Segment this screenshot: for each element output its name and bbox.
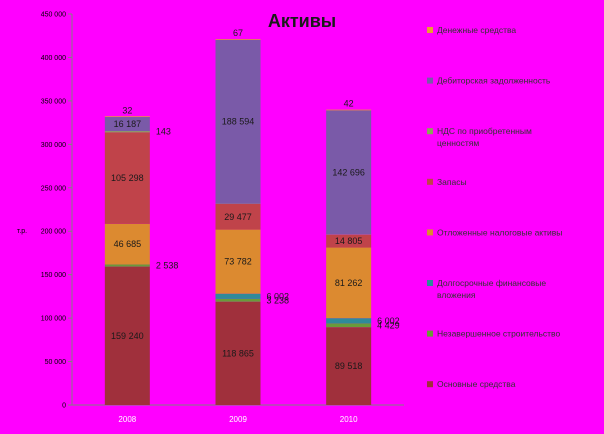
legend-entry-line: ценностям bbox=[437, 138, 479, 148]
legend-swatch bbox=[427, 77, 433, 84]
legend-entry: НДС по приобретенным ценностям bbox=[437, 126, 532, 148]
legend-entry: Денежные средства bbox=[437, 25, 516, 35]
bar-segment bbox=[326, 327, 372, 405]
bar-segment bbox=[104, 264, 150, 267]
bar-segment bbox=[215, 301, 261, 405]
data-label: 29 477 bbox=[224, 212, 252, 222]
bar-segment bbox=[215, 39, 261, 40]
legend-swatch bbox=[427, 27, 433, 33]
chart-title: Активы bbox=[268, 11, 336, 31]
legend-entry-line: Денежные средства bbox=[437, 25, 516, 35]
legend-entry-line: Отложенные налоговые активы bbox=[437, 227, 562, 237]
data-label: 67 bbox=[233, 28, 243, 38]
data-label: 105 298 bbox=[111, 173, 144, 183]
bar-segment bbox=[326, 110, 372, 235]
data-labels: 159 240 2 538 46 685 105 298 143 16 187 32 118 … bbox=[111, 28, 400, 371]
legend-swatch bbox=[427, 280, 433, 286]
legend-swatch bbox=[427, 128, 433, 135]
bar-segment bbox=[215, 203, 261, 230]
legend-entry: Долгосрочные финансовые вложения bbox=[437, 278, 546, 300]
y-tick-label: 150 000 bbox=[41, 272, 66, 279]
data-label: 143 bbox=[156, 127, 171, 137]
data-label: 16 187 bbox=[114, 119, 142, 129]
data-label: 159 240 bbox=[111, 331, 144, 341]
bar-segment bbox=[215, 293, 261, 299]
bar-segment bbox=[326, 318, 372, 324]
data-label: 89 518 bbox=[335, 361, 363, 371]
data-label: 188 594 bbox=[222, 117, 255, 127]
data-label: 32 bbox=[122, 105, 132, 115]
x-tick-label: 2010 bbox=[340, 415, 358, 424]
y-tick-label: 100 000 bbox=[41, 316, 66, 323]
legend-entry-line: НДС по приобретенным bbox=[437, 126, 532, 136]
y-tick-label: 450 000 bbox=[41, 12, 66, 19]
x-tick-label: 2009 bbox=[229, 415, 247, 424]
legend-entry-line: вложения bbox=[437, 290, 476, 300]
data-label: 46 685 bbox=[114, 239, 142, 249]
legend-entry-line: Дебиторская задолженность bbox=[437, 76, 551, 86]
legend-entry-line: Основные средства bbox=[437, 379, 516, 389]
y-tick-label: 300 000 bbox=[41, 142, 66, 149]
bar-segment bbox=[104, 132, 150, 224]
legend: Денежные средства Дебиторская задолженнос… bbox=[427, 25, 562, 389]
bar-segment bbox=[104, 116, 150, 118]
data-label: 142 696 bbox=[332, 167, 365, 177]
bar-segment bbox=[215, 39, 261, 204]
x-tick-label: 2008 bbox=[118, 415, 136, 424]
bar-segment bbox=[104, 131, 150, 133]
legend-entry: Дебиторская задолженность bbox=[437, 76, 551, 86]
legend-swatch bbox=[427, 178, 433, 185]
bar-segment bbox=[326, 234, 372, 248]
legend-entry: Запасы bbox=[437, 177, 467, 187]
bar-segment bbox=[215, 229, 261, 294]
data-label: 42 bbox=[344, 99, 354, 109]
y-axis-label: т.р. bbox=[17, 228, 27, 235]
bar-segment bbox=[104, 266, 150, 405]
y-tick-label: 50 000 bbox=[45, 359, 67, 366]
legend-swatch bbox=[427, 330, 433, 337]
y-tick-label: 400 000 bbox=[41, 55, 66, 62]
y-tick-label: 250 000 bbox=[41, 185, 66, 192]
bar-segment bbox=[215, 298, 261, 302]
legend-swatch bbox=[427, 229, 433, 236]
data-label: 6 002 bbox=[377, 316, 400, 326]
data-label: 6 002 bbox=[267, 291, 290, 301]
legend-entry-line: Запасы bbox=[437, 177, 467, 187]
bar-segment bbox=[326, 247, 372, 319]
data-label: 3 238 bbox=[267, 295, 290, 305]
legend-entry: Отложенные налоговые активы bbox=[437, 227, 562, 237]
bars bbox=[104, 39, 372, 405]
data-label: 2 538 bbox=[156, 261, 179, 271]
data-label: 4 429 bbox=[377, 320, 400, 330]
legend-entry-line: Незавершенное строительство bbox=[437, 329, 560, 339]
legend-swatch bbox=[427, 381, 433, 388]
legend-entry: Основные средства bbox=[437, 379, 516, 389]
bar-segment bbox=[104, 223, 150, 265]
bar-segment bbox=[326, 323, 372, 328]
data-label: 118 865 bbox=[222, 348, 254, 358]
y-tick-label: 350 000 bbox=[41, 98, 66, 105]
legend-entry: Незавершенное строительство bbox=[437, 329, 560, 339]
y-tick-label: 200 000 bbox=[41, 229, 66, 236]
bar-segment bbox=[326, 109, 372, 111]
data-label: 14 805 bbox=[335, 236, 363, 246]
y-tick-label: 0 bbox=[62, 403, 66, 410]
data-label: 81 262 bbox=[335, 278, 363, 288]
data-label: 73 782 bbox=[224, 257, 252, 267]
legend-entry-line: Долгосрочные финансовые bbox=[437, 278, 546, 288]
bar-segment bbox=[104, 117, 150, 132]
